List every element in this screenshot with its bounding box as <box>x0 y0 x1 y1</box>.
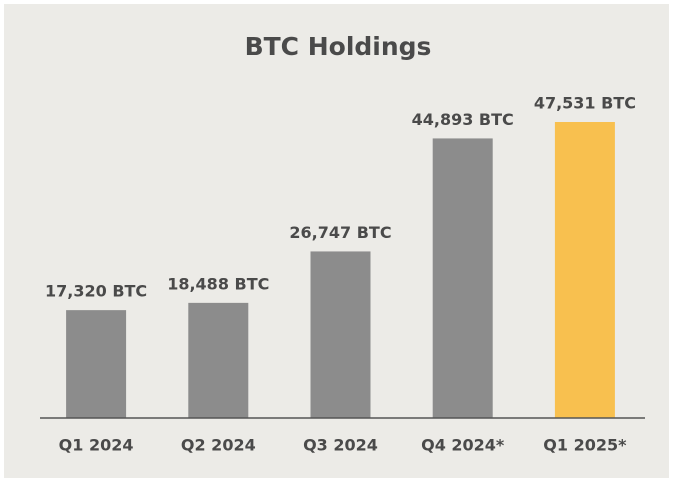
x-tick-label: Q3 2024 <box>303 436 378 455</box>
x-tick-label: Q4 2024* <box>421 436 505 455</box>
data-label: 26,747 BTC <box>289 223 391 242</box>
data-label: 44,893 BTC <box>412 110 514 129</box>
bar <box>432 138 493 419</box>
bar <box>310 251 371 418</box>
data-label: 47,531 BTC <box>534 94 636 113</box>
bar <box>554 122 615 418</box>
x-tick-label: Q2 2024 <box>181 436 256 455</box>
x-tick-label: Q1 2024 <box>59 436 134 455</box>
x-tick-label: Q1 2025* <box>543 436 627 455</box>
bar <box>66 310 127 418</box>
data-label: 17,320 BTC <box>45 282 147 301</box>
bar <box>188 302 249 418</box>
data-label: 18,488 BTC <box>167 274 269 293</box>
chart-title: BTC Holdings <box>245 32 432 61</box>
